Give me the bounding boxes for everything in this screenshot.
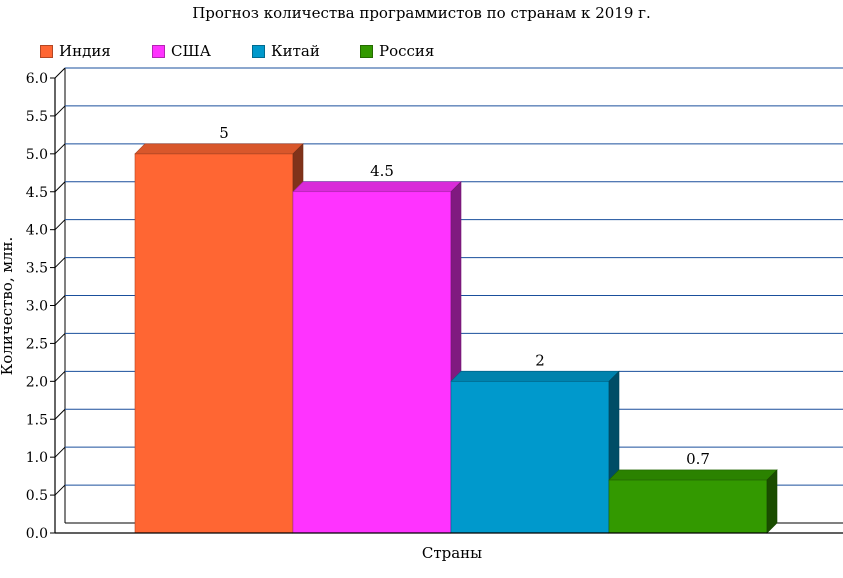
y-tick-label: 0.0 (26, 526, 48, 542)
bars (55, 143, 843, 534)
gridline-diagonal (54, 257, 66, 268)
legend-item-india: Индия (40, 42, 111, 60)
gridline-diagonal (54, 105, 66, 117)
chart-title: Прогноз количества программистов по стра… (192, 4, 651, 22)
gridline-diagonal (54, 446, 66, 458)
y-tick-label: 2.5 (26, 336, 48, 352)
gridline-diagonal (54, 67, 66, 79)
gridline-diagonal (54, 295, 66, 306)
gridline-diagonal (54, 219, 66, 231)
bar-top (450, 371, 620, 382)
legend-swatch (252, 44, 265, 58)
legend-label: Индия (59, 42, 111, 60)
bar-1 (134, 143, 304, 534)
gridline-diagonal (54, 408, 66, 420)
y-tick-label: 3.0 (26, 299, 48, 315)
legend-swatch (360, 44, 373, 58)
y-tick-label: 0.5 (26, 488, 48, 504)
y-tick-label: 2.0 (26, 374, 48, 390)
y-tick-label: 4.0 (26, 223, 48, 239)
y-tick-label: 1.5 (26, 412, 48, 428)
bar-front (450, 381, 610, 534)
y-tick-label: 3.5 (26, 261, 48, 277)
legend-item-usa: США (152, 42, 211, 60)
y-tick-labels: 0.0 0.5 1.0 1.5 2.0 2.5 3.0 3.5 4.0 4.5 5.0 5.5 6.0 (26, 71, 48, 542)
y-axis-title: Количество, млн. (0, 237, 16, 376)
bar-side (766, 469, 778, 534)
y-tick-label: 5.0 (26, 147, 48, 163)
y-tick-label: 6.0 (26, 71, 48, 87)
x-axis-title: Страны (422, 544, 482, 562)
legend-item-russia: Россия (360, 42, 434, 60)
legend-swatch (152, 44, 165, 58)
bar-top (134, 143, 304, 155)
data-label: 0.7 (686, 450, 710, 468)
gridline-diagonal (54, 181, 66, 193)
legend-label: США (171, 42, 211, 60)
legend-swatch (40, 44, 53, 58)
bar-top (608, 469, 778, 481)
gridline-diagonal (54, 333, 66, 344)
bar-front (134, 153, 294, 534)
legend-item-china: Китай (252, 42, 320, 60)
y-tick-label: 1.0 (26, 450, 48, 466)
bar-4 (608, 469, 778, 534)
bar-2 (292, 181, 462, 534)
data-label: 5 (219, 124, 229, 142)
legend-label: Россия (379, 42, 435, 60)
gridline-diagonal (54, 484, 66, 496)
y-tick-label: 4.5 (26, 185, 48, 201)
legend-label: Китай (271, 42, 320, 60)
gridline-diagonal (54, 143, 66, 155)
bar-top (292, 181, 462, 193)
bar-front (292, 191, 452, 534)
data-label: 2 (535, 351, 545, 369)
bar-front (608, 479, 768, 534)
gridline-diagonal (54, 370, 66, 382)
data-labels: 5 4.5 2 0.7 (219, 124, 710, 468)
data-label: 4.5 (370, 162, 394, 180)
y-tick-label: 5.5 (26, 109, 48, 125)
bar-3 (450, 370, 620, 534)
